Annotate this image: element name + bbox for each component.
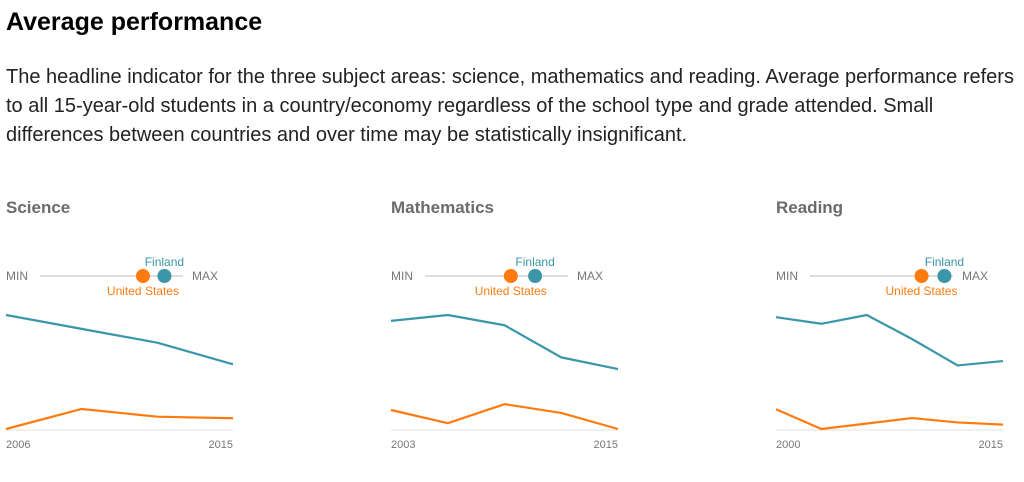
series-line-united-states (5, 407, 234, 431)
series-line-united-states (775, 408, 1004, 431)
series-line-finland (5, 313, 234, 366)
min-label: MIN (6, 269, 28, 283)
chart-title: Reading (776, 198, 843, 217)
chart-panel-mathematics: Mathematics MIN MAX United States Finland 200… (390, 198, 619, 451)
x-tick-label-start: 2003 (391, 439, 415, 451)
series-label-united-states: United States (475, 284, 547, 298)
slider-dot-finland (157, 269, 172, 283)
x-tick-label-start: 2006 (6, 439, 30, 451)
x-tick-label-end: 2015 (979, 439, 1003, 451)
max-label: MAX (962, 269, 988, 283)
min-label: MIN (776, 269, 798, 283)
chart-panel-science: Science MIN MAX United States Finland 2006 201… (5, 198, 234, 451)
slider-dot-united-states (503, 269, 518, 283)
series-label-finland: Finland (925, 255, 964, 269)
series-line-finland (775, 313, 1004, 367)
slider-dot-finland (528, 269, 543, 283)
chart-title: Science (6, 198, 70, 217)
series-label-finland: Finland (515, 255, 554, 269)
page-title: Average performance (6, 8, 263, 36)
series-label-united-states: United States (886, 284, 958, 298)
x-tick-label-start: 2000 (776, 439, 800, 451)
slider-dot-finland (937, 269, 952, 283)
min-label: MIN (391, 269, 413, 283)
series-label-finland: Finland (145, 255, 184, 269)
x-tick-label-end: 2015 (594, 439, 618, 451)
chart-panel-reading: Reading MIN MAX United States Finland 2000 201… (775, 198, 1004, 451)
page-description: The headline indicator for the three sub… (6, 66, 1014, 146)
series-line-united-states (390, 403, 619, 431)
slider-dot-united-states (135, 269, 150, 283)
x-tick-label-end: 2015 (209, 439, 233, 451)
chart-title: Mathematics (391, 198, 494, 217)
series-label-united-states: United States (107, 284, 179, 298)
series-line-finland (390, 313, 619, 371)
max-label: MAX (577, 269, 603, 283)
slider-dot-united-states (914, 269, 929, 283)
max-label: MAX (192, 269, 218, 283)
